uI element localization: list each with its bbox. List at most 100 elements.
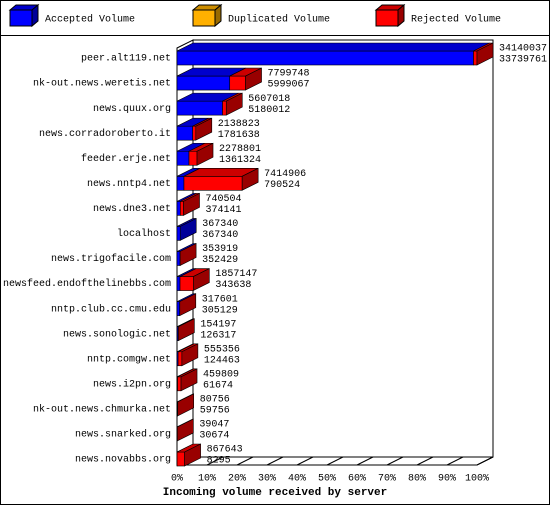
legend-label: Accepted Volume — [45, 14, 135, 26]
category-label: nk-out.news.weretis.net — [33, 78, 171, 90]
x-tick-label: 10% — [198, 474, 216, 485]
x-tick-label: 70% — [378, 474, 396, 485]
legend-label: Duplicated Volume — [228, 14, 330, 26]
accepted-bar-side — [179, 217, 197, 241]
x-tick — [446, 456, 464, 466]
total-label: 1857147 — [215, 269, 257, 280]
x-tick — [206, 456, 224, 466]
category-label: news.i2pn.org — [93, 378, 171, 390]
x-tick-label: 30% — [258, 474, 276, 485]
accepted-bar — [176, 276, 181, 291]
x-tick-label: 60% — [348, 474, 366, 485]
rejected-bar — [229, 75, 246, 91]
accepted-bar-top — [176, 42, 490, 52]
category-label: nntp.club.cc.cmu.edu — [51, 303, 171, 315]
accepted-bar — [176, 75, 231, 91]
rejected-bar — [179, 276, 194, 291]
accepted-label: 61674 — [203, 380, 233, 391]
total-label: 2278801 — [219, 144, 261, 155]
rejected-bar-side — [193, 268, 210, 292]
rejected-bar — [177, 376, 182, 392]
total-label: 5607018 — [248, 94, 290, 105]
category-label: nk-out.news.chmurka.net — [33, 404, 171, 416]
rejected-bar-side — [179, 243, 197, 266]
x-tick — [296, 456, 314, 466]
total-label: 367340 — [202, 219, 238, 230]
rejected-bar-side — [177, 393, 195, 417]
accepted-label: 5999067 — [268, 80, 310, 91]
rejected-bar — [222, 100, 227, 116]
accepted-bar — [176, 150, 190, 166]
x-tick — [386, 456, 404, 466]
total-label: 459809 — [203, 369, 239, 380]
category-label: newsfeed.endofthelinebbs.com — [3, 278, 171, 290]
chart-title: Incoming volume received by server — [163, 487, 387, 499]
legend-swatch — [375, 9, 399, 27]
category-label: peer.alt119.net — [81, 53, 171, 65]
x-tick-label: 40% — [288, 474, 306, 485]
accepted-label: 1361324 — [219, 155, 261, 166]
rejected-bar — [188, 150, 198, 166]
rejected-bar-side — [241, 167, 259, 191]
category-label: nntp.comgw.net — [87, 354, 171, 365]
legend-swatch — [192, 9, 216, 27]
category-label: news.corradoroberto.it — [39, 128, 171, 140]
category-label: news.trigofacile.com — [51, 253, 171, 265]
accepted-label: 126317 — [200, 330, 236, 341]
rejected-bar-side — [181, 343, 199, 367]
rejected-bar-side — [183, 192, 200, 216]
accepted-bar — [176, 226, 181, 241]
rejected-bar-side — [180, 368, 198, 392]
accepted-label: 790524 — [264, 180, 300, 191]
rejected-bar-side — [245, 67, 262, 91]
rejected-bar-side — [196, 142, 214, 166]
rejected-bar — [473, 50, 478, 66]
total-label: 7414906 — [264, 169, 306, 180]
accepted-label: 8295 — [207, 456, 231, 467]
x-tick — [266, 456, 284, 466]
accepted-label: 374141 — [206, 205, 242, 216]
accepted-label: 5180012 — [248, 105, 290, 116]
accepted-label: 59756 — [200, 406, 230, 417]
rejected-bar-side — [178, 318, 195, 342]
total-label: 154197 — [200, 319, 236, 330]
accepted-label: 343638 — [215, 280, 251, 291]
legend-swatch — [9, 9, 33, 27]
rejected-bar — [183, 176, 243, 191]
category-label: news.novabbs.org — [75, 454, 171, 466]
accepted-label: 367340 — [202, 230, 238, 241]
total-label: 867643 — [207, 445, 243, 456]
category-label: feeder.erje.net — [81, 153, 171, 165]
rejected-bar — [177, 351, 183, 367]
x-tick-label: 90% — [438, 474, 456, 485]
category-label: news.dne3.net — [93, 203, 171, 215]
category-label: news.nntp4.net — [87, 179, 171, 190]
total-label: 2138823 — [218, 119, 260, 130]
x-tick-label: 80% — [408, 474, 426, 485]
accepted-label: 1781638 — [218, 130, 260, 141]
rejected-bar — [179, 201, 184, 216]
accepted-bar — [176, 125, 193, 141]
x-tick — [356, 456, 374, 466]
total-label: 7799748 — [268, 69, 310, 80]
accepted-bar — [176, 100, 223, 116]
total-label: 555356 — [204, 344, 240, 355]
total-label: 317601 — [202, 294, 238, 305]
accepted-label: 30674 — [199, 431, 229, 442]
accepted-label: 124463 — [204, 355, 240, 366]
accepted-bar — [176, 50, 474, 66]
total-label: 39047 — [199, 420, 229, 431]
rejected-bar-side — [225, 92, 243, 116]
legend-label: Rejected Volume — [411, 14, 501, 26]
rejected-bar-side — [177, 418, 194, 442]
x-tick — [236, 456, 254, 466]
total-label: 740504 — [206, 194, 242, 205]
accepted-bar — [176, 201, 181, 216]
legend-swatch-side — [31, 3, 39, 28]
category-label: localhost — [117, 228, 171, 240]
x-tick-label: 0% — [171, 474, 183, 485]
rejected-bar-side — [184, 443, 201, 467]
accepted-bar — [176, 251, 181, 266]
accepted-label: 33739761 — [499, 55, 547, 66]
